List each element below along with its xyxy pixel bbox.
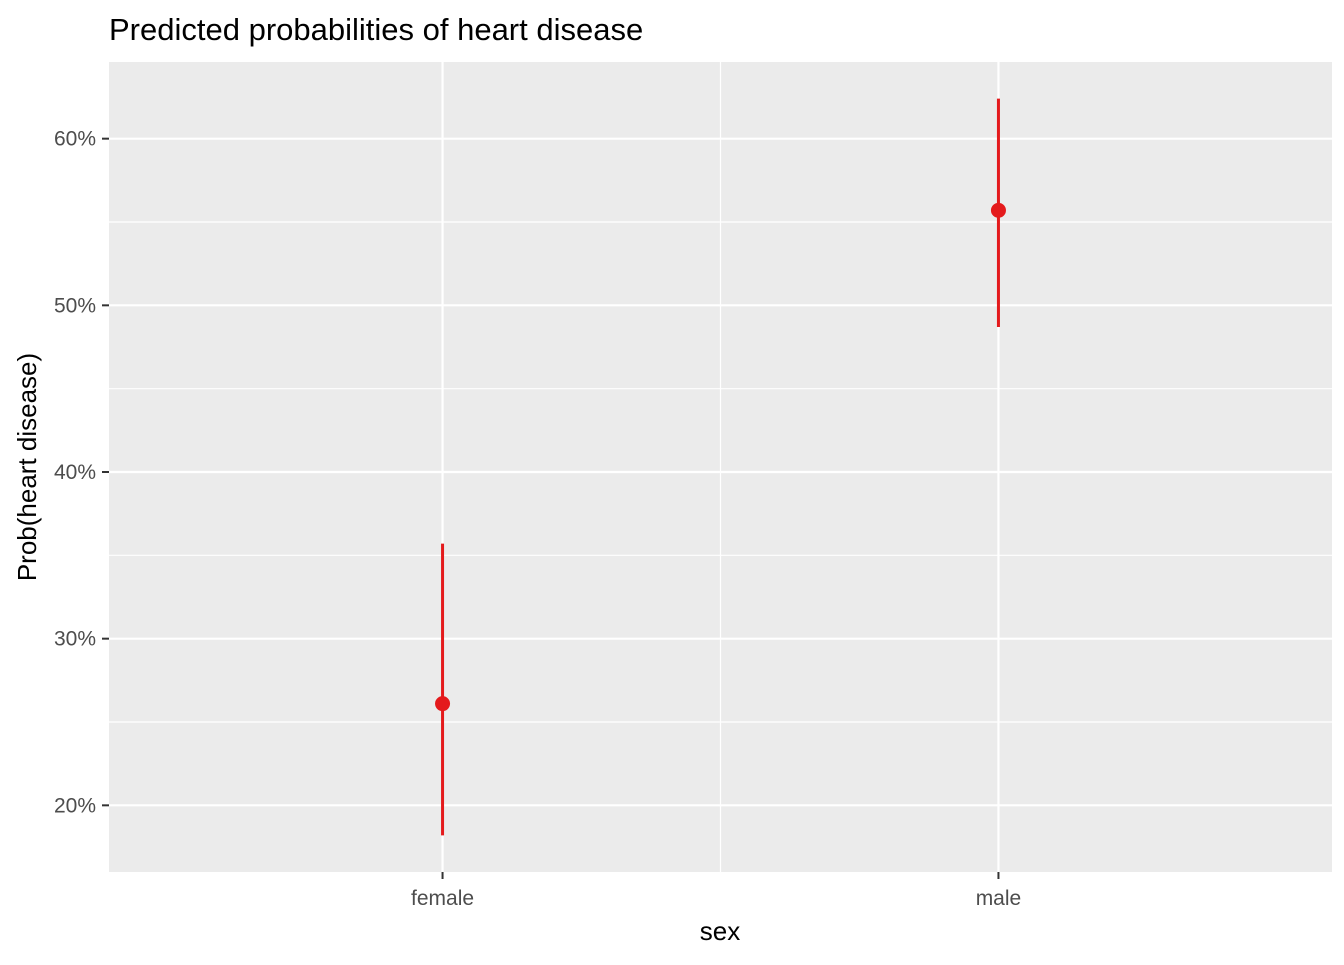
y-tick-label-4: 60% xyxy=(54,128,96,151)
y-axis: 20% 30% 40% 50% 60% xyxy=(54,128,109,817)
x-axis: female male xyxy=(411,872,1021,910)
x-tick-label-1: male xyxy=(976,887,1022,910)
point-female xyxy=(435,696,451,712)
chart-title: Predicted probabilities of heart disease xyxy=(109,12,643,47)
y-tick-label-0: 20% xyxy=(54,794,96,817)
point-male xyxy=(990,202,1006,218)
x-axis-title: sex xyxy=(700,916,740,946)
x-tick-label-0: female xyxy=(411,887,474,910)
y-tick-label-1: 30% xyxy=(54,628,96,651)
data-marks xyxy=(435,98,1006,836)
y-tick-label-3: 50% xyxy=(54,294,96,317)
y-tick-label-2: 40% xyxy=(54,461,96,484)
y-axis-title: Prob(heart disease) xyxy=(12,353,42,581)
